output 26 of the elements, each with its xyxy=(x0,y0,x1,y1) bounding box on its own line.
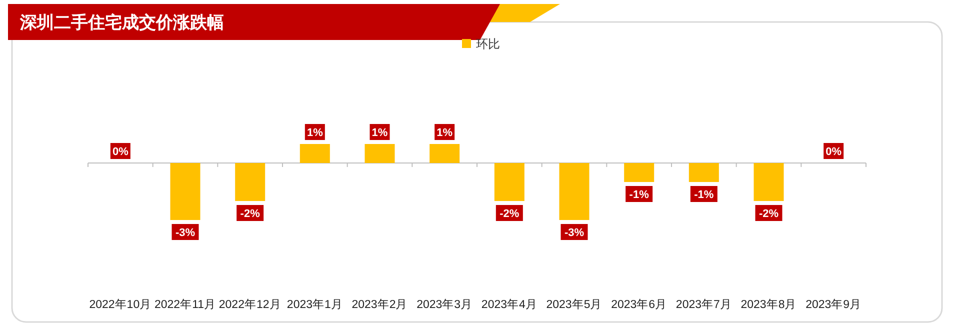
data-label: 0% xyxy=(112,146,129,158)
data-label: 0% xyxy=(826,146,842,158)
x-tick-label: 2022年12月 xyxy=(218,298,282,311)
data-label: -1% xyxy=(694,189,714,201)
data-label: -2% xyxy=(500,208,520,220)
x-tick-label: 2023年9月 xyxy=(806,298,862,311)
data-label: 1% xyxy=(372,127,388,139)
x-tick-label: 2022年10月 xyxy=(89,298,152,311)
data-label: 1% xyxy=(436,127,453,139)
x-tick-label: 2023年1月 xyxy=(286,298,343,311)
chart-title: 深圳二手住宅成交价涨跌幅 xyxy=(19,13,224,32)
data-label: -1% xyxy=(629,189,650,201)
legend-label: 环比 xyxy=(476,37,500,51)
x-tick-label: 2023年5月 xyxy=(546,298,602,311)
x-tick-label: 2023年3月 xyxy=(416,298,473,311)
data-label: -3% xyxy=(175,227,196,239)
data-label: -3% xyxy=(564,227,584,239)
x-tick-label: 2023年6月 xyxy=(611,298,668,311)
data-label: -2% xyxy=(758,208,779,220)
x-tick-label: 2022年11月 xyxy=(154,298,216,311)
x-tick-label: 2023年4月 xyxy=(481,298,538,311)
data-label: -2% xyxy=(240,208,260,220)
data-label: 1% xyxy=(306,127,324,139)
x-tick-label: 2023年2月 xyxy=(352,298,408,311)
x-tick-label: 2023年7月 xyxy=(676,298,732,311)
x-tick-label: 2023年8月 xyxy=(740,298,797,311)
